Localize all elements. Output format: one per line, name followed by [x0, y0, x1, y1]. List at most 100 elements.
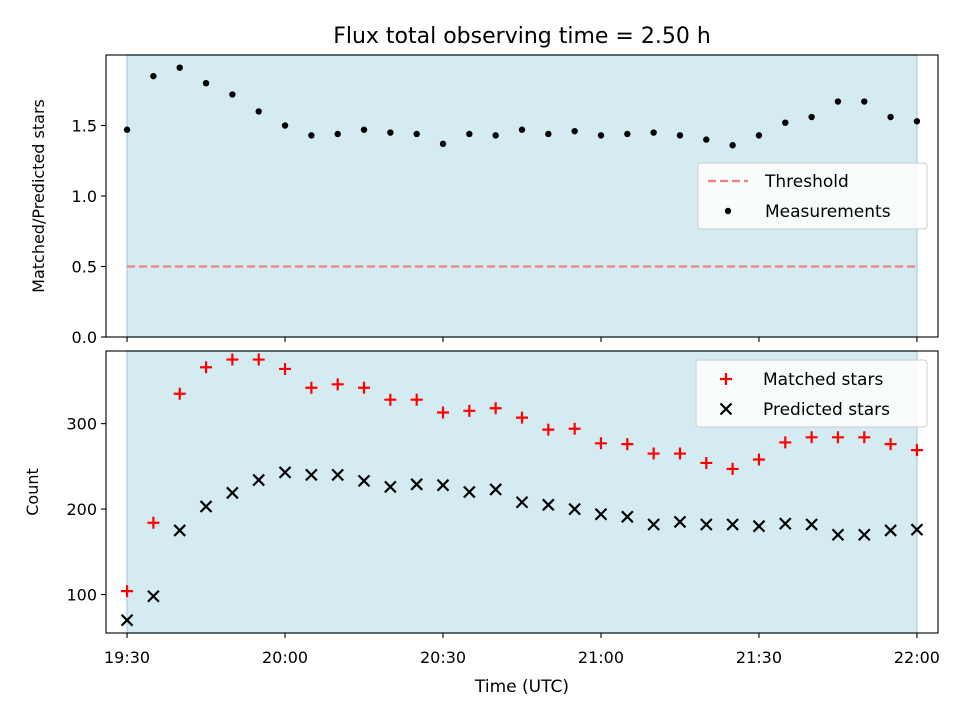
measurement-point: [202, 80, 210, 87]
matched-stars-point: [884, 438, 897, 451]
predicted-stars-point: [384, 480, 397, 494]
measurement-point: [545, 130, 552, 138]
measurement-point: [703, 136, 710, 143]
predicted-stars-point: [858, 528, 871, 542]
predicted-stars-point: [910, 523, 924, 536]
predicted-stars-point: [700, 518, 713, 531]
measurement-point: [729, 142, 736, 149]
axes-frame: [105, 350, 939, 634]
measurement-point: [176, 64, 183, 71]
matched-stars-point: [410, 393, 423, 406]
measurement-point: [413, 130, 420, 138]
matched-stars-point: [673, 447, 686, 460]
measurement-point: [439, 140, 447, 148]
y-tick-label: 0.5: [72, 258, 97, 277]
matched-stars-point: [147, 516, 160, 529]
measurement-point: [650, 129, 657, 136]
predicted-stars-point: [752, 519, 766, 533]
matched-stars-point: [489, 402, 502, 415]
legend-box: [697, 162, 928, 230]
measurement-point: [624, 130, 631, 138]
legend-label: Measurements: [765, 202, 891, 222]
chart-title: Flux total observing time = 2.50 h: [333, 24, 711, 49]
measurement-point: [571, 127, 578, 135]
legend-measurement-swatch: [724, 207, 732, 215]
matched-stars-point: [252, 353, 265, 366]
legend-label: Threshold: [764, 172, 849, 192]
predicted-stars-point: [568, 502, 581, 516]
matched-stars-point: [173, 387, 186, 400]
x-tick-label: 20:30: [420, 648, 466, 667]
predicted-stars-point: [436, 478, 450, 492]
predicted-stars-point: [594, 507, 608, 521]
x-tick-label: 20:00: [262, 648, 308, 667]
predicted-stars-point: [489, 483, 502, 496]
predicted-stars-point: [647, 518, 660, 531]
predicted-stars-point: [884, 524, 897, 537]
matched-stars-point: [200, 361, 213, 374]
measurement-point: [150, 72, 157, 80]
matched-stars-point: [226, 353, 239, 366]
legend-predicted-swatch: [719, 402, 733, 416]
legend-matched-swatch: [720, 373, 732, 385]
y-tick-label: 1.0: [72, 187, 97, 206]
measurement-point: [782, 119, 789, 126]
predicted-stars-point: [673, 515, 687, 529]
predicted-stars-point: [226, 486, 239, 500]
matched-stars-point: [542, 423, 555, 436]
matched-stars-point: [647, 447, 660, 460]
matched-stars-point: [831, 431, 844, 444]
predicted-stars-point: [305, 468, 318, 482]
matched-stars-point: [726, 462, 739, 475]
measurement-point: [334, 130, 341, 138]
y-tick-label: 0.0: [72, 328, 97, 347]
measurement-point: [308, 132, 315, 139]
matched-stars-point: [621, 438, 634, 451]
predicted-stars-point: [463, 485, 476, 499]
matched-stars-point: [463, 404, 476, 417]
bottom-panel: 100 200 300 Count 19:30 20:00 20:30 21:00 21:30 2…: [23, 350, 940, 667]
y-axis-label: Count: [23, 468, 42, 516]
legend-box: [695, 359, 928, 428]
predicted-stars-point: [120, 613, 134, 627]
measurement-point: [281, 122, 289, 129]
x-axis-label: Time (UTC): [474, 677, 569, 697]
y-axis-label: Matched/Predicted stars: [29, 99, 48, 293]
matched-stars-point: [121, 585, 134, 598]
measurement-point: [360, 126, 368, 133]
measurement-point: [597, 132, 605, 139]
legend-label: Matched stars: [763, 370, 883, 390]
measurement-point: [492, 132, 499, 139]
matched-stars-point: [594, 437, 607, 450]
x-tick-label: 21:30: [736, 648, 782, 667]
y-tick-label: 100: [66, 586, 97, 605]
predicted-stars-point: [147, 589, 160, 603]
x-tick-label: 22:00: [894, 648, 940, 667]
measurement-point: [229, 91, 236, 98]
matched-stars-point: [516, 411, 528, 424]
matched-stars-point: [805, 431, 818, 444]
legend: Matched stars Predicted stars: [695, 359, 928, 428]
matched-stars-point: [305, 381, 318, 394]
predicted-stars-point: [199, 500, 213, 513]
measurement-point: [466, 130, 473, 138]
predicted-stars-point: [331, 468, 344, 482]
measurement-point: [834, 98, 842, 105]
matched-stars-point: [279, 362, 292, 375]
predicted-stars-point: [515, 495, 529, 509]
predicted-stars-point: [805, 518, 818, 531]
matched-stars-point: [358, 381, 371, 394]
predicted-stars-point: [621, 510, 634, 524]
predicted-stars-point: [252, 473, 265, 487]
predicted-stars-point: [831, 528, 845, 542]
measurement-point: [123, 126, 131, 133]
legend: Threshold Measurements: [697, 162, 928, 230]
matched-stars-point: [700, 456, 713, 469]
measurement-point: [887, 113, 894, 121]
legend-label: Predicted stars: [763, 400, 890, 420]
matched-stars-point: [752, 453, 765, 466]
x-tick-label: 21:00: [578, 648, 624, 667]
predicted-stars-point: [542, 498, 555, 512]
matched-stars-point: [858, 431, 871, 444]
x-tick-label: 19:30: [104, 648, 150, 667]
